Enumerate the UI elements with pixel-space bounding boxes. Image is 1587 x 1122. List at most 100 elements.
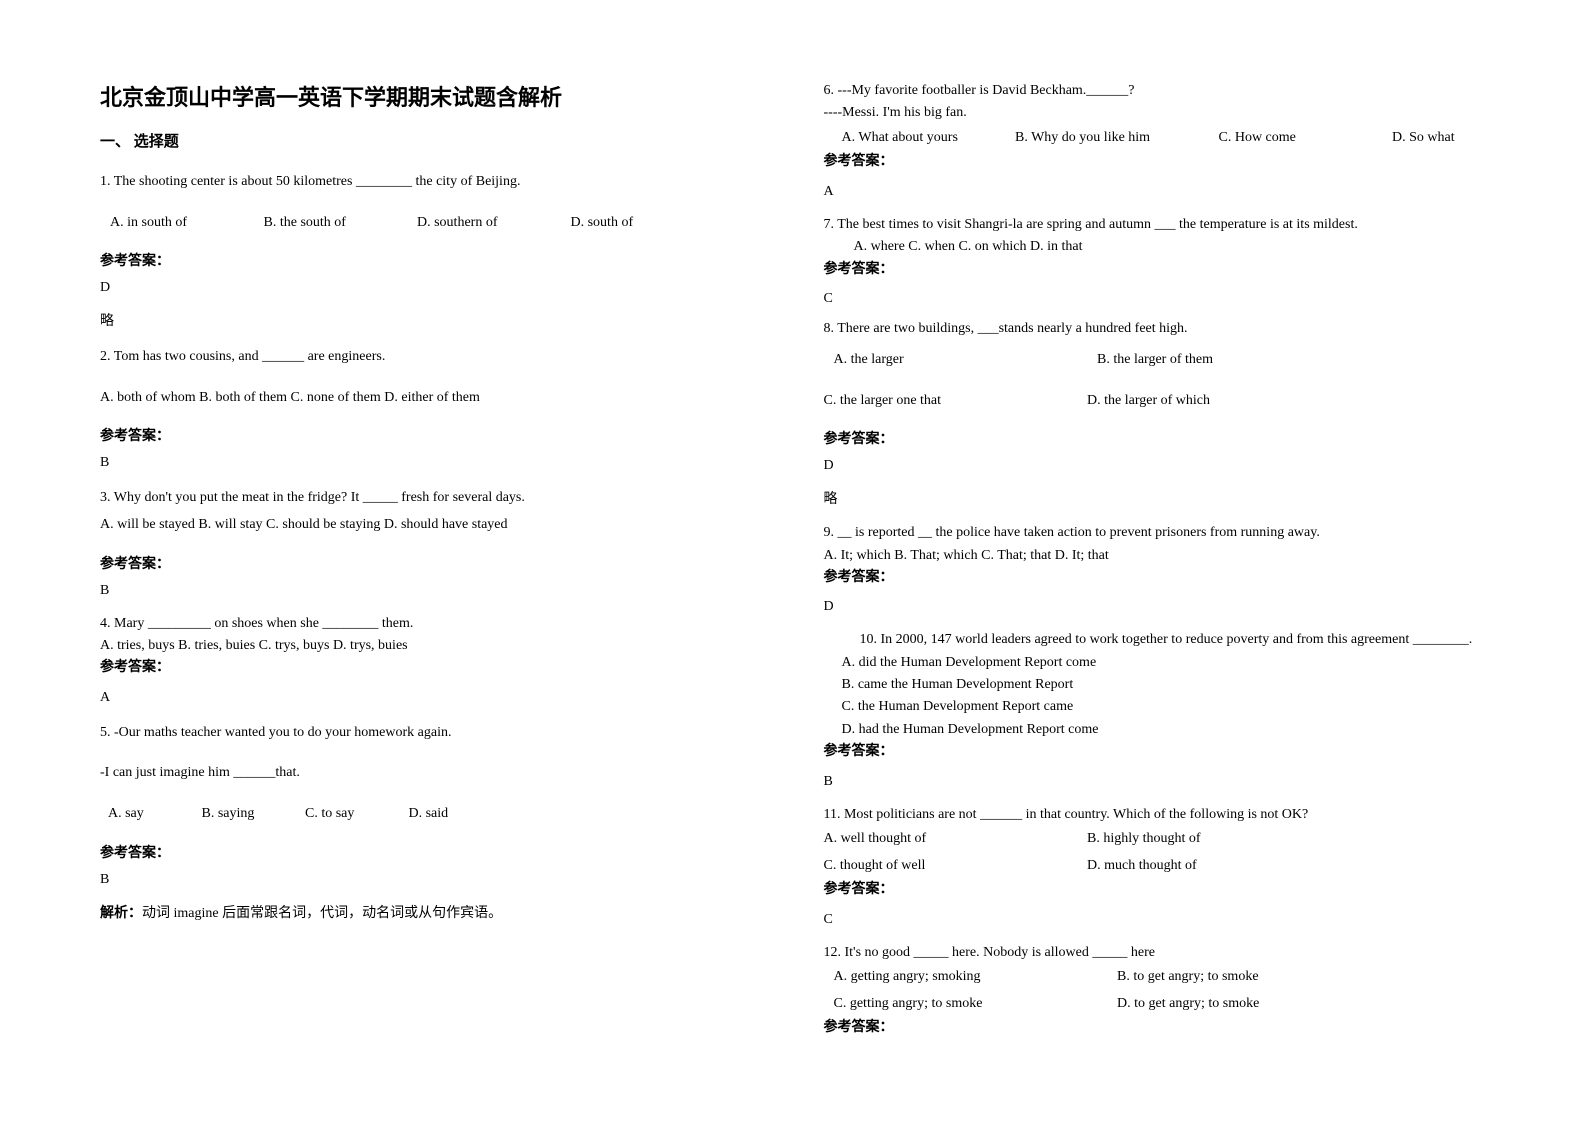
left-column: 北京金顶山中学高一英语下学期期末试题含解析 一、 选择题 1. The shoo…: [100, 80, 764, 1040]
question-text: 9. __ is reported __ the police have tak…: [824, 522, 1488, 544]
answer-label: 参考答案：: [824, 1017, 1488, 1039]
question-text: 1. The shooting center is about 50 kilom…: [100, 169, 764, 196]
question-9: 9. __ is reported __ the police have tak…: [824, 522, 1488, 589]
question-1: 1. The shooting center is about 50 kilom…: [100, 169, 764, 196]
question-text: 2. Tom has two cousins, and ______ are e…: [100, 344, 764, 371]
answer-10: B: [824, 774, 1488, 790]
question-9-options: A. It; which B. That; which C. That; tha…: [824, 545, 1488, 567]
answer-label: 参考答案：: [100, 657, 764, 679]
question-2-options: A. both of whom B. both of them C. none …: [100, 385, 764, 412]
option-d: D. had the Human Development Report come: [824, 719, 1488, 741]
question-5-line1: 5. -Our maths teacher wanted you to do y…: [100, 720, 764, 747]
explanation-5: 解析：动词 imagine 后面常跟名词，代词，动名词或从句作宾语。: [100, 902, 764, 922]
question-8: 8. There are two buildings, ___stands ne…: [824, 321, 1488, 337]
option-d: D. So what: [1392, 125, 1455, 152]
answer-label: 参考答案：: [100, 842, 764, 862]
answer-label: 参考答案：: [824, 741, 1488, 763]
option-b: B. saying: [202, 801, 302, 828]
option-c: C. thought of well: [824, 853, 1084, 880]
option-c: D. southern of: [417, 210, 567, 237]
question-5-line2: -I can just imagine him ______that.: [100, 760, 764, 787]
answer-1: D: [100, 280, 764, 296]
question-3-options: A. will be stayed B. will stay C. should…: [100, 512, 764, 539]
answer-8: D: [824, 458, 1488, 474]
answer-5: B: [100, 872, 764, 888]
question-4: 4. Mary _________ on shoes when she ____…: [100, 613, 764, 680]
option-d: D. south of: [571, 210, 634, 237]
answer-8-omit: 略: [824, 488, 1488, 508]
explanation-label: 解析：: [100, 906, 142, 921]
question-10: 10. In 2000, 147 world leaders agreed to…: [824, 629, 1488, 763]
option-c: C. How come: [1219, 125, 1389, 152]
answer-label: 参考答案：: [824, 151, 1488, 173]
question-text: 7. The best times to visit Shangri-la ar…: [824, 214, 1488, 236]
page-title: 北京金顶山中学高一英语下学期期末试题含解析: [100, 80, 764, 112]
answer-label: 参考答案：: [824, 428, 1488, 448]
option-b: B. to get angry; to smoke: [1117, 969, 1259, 984]
question-8-options-1: A. the larger B. the larger of them: [824, 347, 1488, 374]
section-heading: 一、 选择题: [100, 130, 764, 151]
answer-4: A: [100, 690, 764, 706]
option-c: C. the Human Development Report came: [824, 696, 1488, 718]
option-d: D. to get angry; to smoke: [1117, 996, 1259, 1011]
question-2: 2. Tom has two cousins, and ______ are e…: [100, 344, 764, 371]
question-6-line1: 6. ---My favorite footballer is David Be…: [824, 80, 1488, 102]
question-7: 7. The best times to visit Shangri-la ar…: [824, 214, 1488, 281]
option-b: B. Why do you like him: [1015, 125, 1215, 152]
question-text: 10. In 2000, 147 world leaders agreed to…: [824, 629, 1488, 651]
option-a: A. in south of: [100, 210, 260, 237]
question-4-options: A. tries, buys B. tries, buies C. trys, …: [100, 635, 764, 657]
answer-label: 参考答案：: [824, 567, 1488, 589]
option-c: C. getting angry; to smoke: [824, 991, 1114, 1018]
question-text: 11. Most politicians are not ______ in t…: [824, 804, 1488, 826]
question-text: 4. Mary _________ on shoes when she ____…: [100, 613, 764, 635]
exam-page: 北京金顶山中学高一英语下学期期末试题含解析 一、 选择题 1. The shoo…: [0, 0, 1587, 1080]
option-b: B. came the Human Development Report: [824, 674, 1488, 696]
option-c: C. the larger one that: [824, 388, 1084, 415]
answer-label: 参考答案：: [100, 425, 764, 445]
option-a: A. well thought of: [824, 826, 1084, 853]
option-b: B. the south of: [264, 210, 414, 237]
question-12-options-1: A. getting angry; smoking B. to get angr…: [824, 964, 1488, 991]
answer-2: B: [100, 455, 764, 471]
question-6-line2: ----Messi. I'm his big fan.: [824, 102, 1488, 124]
question-6: 6. ---My favorite footballer is David Be…: [824, 80, 1488, 174]
question-5-options: A. say B. saying C. to say D. said: [100, 801, 764, 828]
answer-9: D: [824, 599, 1488, 615]
question-8-options-2: C. the larger one that D. the larger of …: [824, 388, 1488, 415]
question-7-options: A. where C. when C. on which D. in that: [824, 236, 1488, 258]
question-5: 5. -Our maths teacher wanted you to do y…: [100, 720, 764, 747]
explanation-text: 动词 imagine 后面常跟名词，代词，动名词或从句作宾语。: [142, 906, 502, 921]
option-a: A. the larger: [824, 347, 1094, 374]
answer-1-omit: 略: [100, 310, 764, 330]
question-11: 11. Most politicians are not ______ in t…: [824, 804, 1488, 902]
question-11-options-2: C. thought of well D. much thought of: [824, 853, 1488, 880]
question-text: 12. It's no good _____ here. Nobody is a…: [824, 942, 1488, 964]
answer-label: 参考答案：: [100, 250, 764, 270]
option-b: B. highly thought of: [1087, 831, 1201, 846]
option-d: D. said: [409, 801, 449, 828]
answer-label: 参考答案：: [100, 553, 764, 573]
answer-11: C: [824, 912, 1488, 928]
answer-label: 参考答案：: [824, 259, 1488, 281]
option-a: A. What about yours: [824, 125, 1012, 152]
answer-6: A: [824, 184, 1488, 200]
answer-label: 参考答案：: [824, 879, 1488, 901]
answer-3: B: [100, 583, 764, 599]
question-3: 3. Why don't you put the meat in the fri…: [100, 485, 764, 538]
option-c: C. to say: [305, 801, 405, 828]
option-d: D. the larger of which: [1087, 388, 1347, 415]
option-a: A. did the Human Development Report come: [824, 652, 1488, 674]
question-11-options-1: A. well thought of B. highly thought of: [824, 826, 1488, 853]
question-12: 12. It's no good _____ here. Nobody is a…: [824, 942, 1488, 1040]
question-6-options: A. What about yours B. Why do you like h…: [824, 125, 1488, 152]
question-12-options-2: C. getting angry; to smoke D. to get ang…: [824, 991, 1488, 1018]
right-column: 6. ---My favorite footballer is David Be…: [824, 80, 1488, 1040]
option-a: A. say: [100, 801, 198, 828]
option-a: A. getting angry; smoking: [824, 964, 1114, 991]
answer-7: C: [824, 291, 1488, 307]
option-d: D. much thought of: [1087, 858, 1197, 873]
question-1-options: A. in south of B. the south of D. southe…: [100, 210, 764, 237]
question-text: 3. Why don't you put the meat in the fri…: [100, 485, 764, 512]
option-b: B. the larger of them: [1097, 347, 1357, 374]
